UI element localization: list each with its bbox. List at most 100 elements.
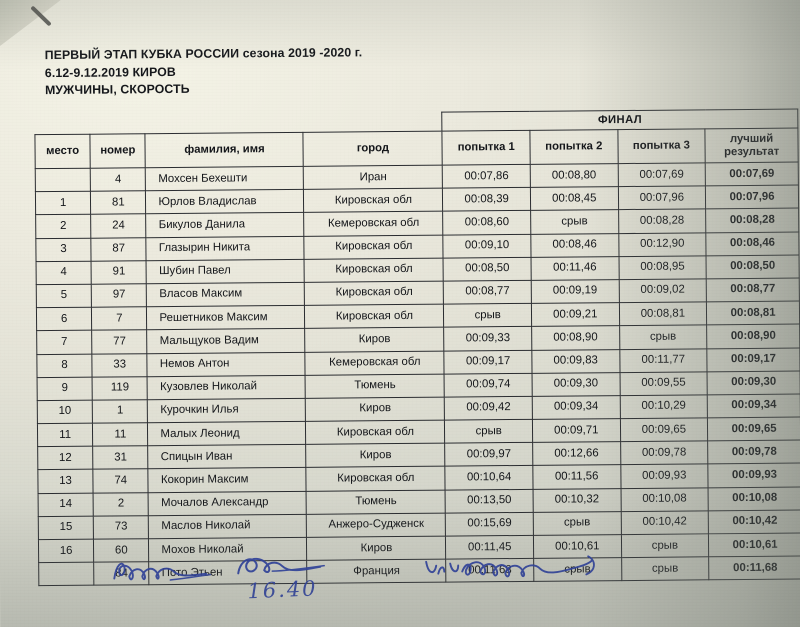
cell-place: 16 (38, 539, 94, 563)
cell-name: Решетников Максим (146, 305, 306, 331)
cell-number: 81 (90, 190, 147, 215)
cell-place: 1 (35, 191, 91, 216)
cell-best-result: 00:09,17 (706, 347, 800, 372)
cell-name: Юрлов Владислав (145, 189, 305, 215)
cell-city: Тюмень (305, 373, 445, 399)
cell-name: Маслов Николай (148, 514, 307, 539)
cell-number: 11 (92, 422, 149, 447)
cell-number: 77 (91, 330, 148, 354)
cell-city: Кировская обл (304, 234, 444, 260)
title-line-3: МУЖЧИНЫ, СКОРОСТЬ (44, 81, 190, 98)
cell-attempt-1: 00:09,97 (445, 442, 533, 467)
cell-place: 15 (38, 515, 94, 540)
cell-number: 74 (93, 469, 149, 493)
cell-attempt-3: 00:10,42 (620, 510, 709, 535)
table-head: ФИНАЛ место номер фамилия, имя город поп… (34, 109, 799, 169)
cell-attempt-2: 00:09,83 (531, 349, 620, 374)
spacer-number (90, 115, 145, 134)
cell-attempt-2: срыв (533, 511, 622, 536)
cell-attempt-1: 00:08,77 (443, 280, 532, 305)
cell-attempt-2: срыв (530, 209, 619, 234)
cell-attempt-3: 00:11,77 (619, 348, 708, 373)
cell-number: 91 (91, 260, 147, 285)
cell-best-result: 00:11,68 (708, 556, 800, 581)
column-header-number: номер (90, 133, 146, 169)
cell-attempt-3: 00:09,55 (619, 371, 708, 396)
cell-best-result: 00:09,78 (707, 440, 800, 465)
cell-attempt-3: 00:10,29 (619, 394, 708, 419)
cell-attempt-2: 00:11,56 (532, 465, 621, 489)
cell-number: 87 (90, 237, 147, 261)
cell-attempt-1: 00:08,39 (442, 187, 531, 212)
cell-place: 10 (37, 400, 93, 424)
cell-attempt-1: 00:09,10 (443, 233, 531, 258)
cell-best-result: 00:08,50 (706, 254, 800, 279)
column-header-best-result: лучший результат (705, 128, 799, 163)
cell-best-result: 00:10,42 (708, 509, 800, 534)
cell-name: Власов Максим (146, 282, 305, 307)
cell-attempt-1: 00:09,42 (444, 396, 533, 421)
cell-number: 4 (90, 167, 146, 192)
cell-attempt-3: 00:07,69 (617, 162, 706, 187)
signature-left-icon (113, 562, 212, 581)
signature-right (422, 550, 612, 586)
cell-name: Спицын Иван (148, 444, 307, 470)
cell-attempt-1: 00:08,50 (443, 257, 532, 282)
cell-city: Кировская обл (304, 281, 444, 306)
cell-attempt-1: 00:09,17 (444, 349, 532, 374)
cell-place (38, 562, 95, 587)
cell-city: Кировская обл (304, 257, 444, 283)
cell-attempt-3: 00:09,65 (619, 417, 708, 442)
column-header-attempt-2: попытка 2 (529, 129, 618, 165)
cell-name: Курочкин Илья (147, 398, 306, 423)
cell-city: Кировская обл (306, 466, 446, 491)
cell-attempt-3: срыв (619, 325, 707, 350)
cell-number: 24 (90, 214, 147, 238)
handwritten-time: 16.40 (246, 576, 319, 604)
cell-best-result: 00:09,93 (707, 463, 800, 488)
cell-number: 1 (92, 399, 148, 424)
cell-city: Кировская обл (304, 304, 444, 329)
cell-place: 12 (37, 446, 94, 471)
column-header-attempt-3: попытка 3 (617, 128, 706, 164)
cell-place: 11 (37, 423, 93, 447)
cell-attempt-2: 00:11,46 (530, 256, 619, 281)
cell-number: 31 (92, 445, 149, 470)
cell-city: Киров (305, 327, 445, 352)
cell-attempt-3: 00:08,81 (618, 301, 707, 326)
signature-middle-icon (237, 557, 325, 575)
cell-place: 9 (37, 376, 93, 401)
results-table: ФИНАЛ место номер фамилия, имя город поп… (34, 109, 800, 587)
cell-name: Малых Леонид (147, 421, 307, 446)
cell-name: Кокорин Максим (148, 467, 307, 493)
cell-name: Глазырин Никита (146, 235, 305, 261)
cell-name: Мальщуков Вадим (147, 328, 306, 354)
cell-attempt-3: 00:09,93 (620, 464, 709, 489)
cell-attempt-1: 00:15,69 (445, 512, 534, 537)
spacer-city (303, 112, 442, 132)
cell-place: 7 (36, 330, 92, 355)
cell-attempt-2: 00:09,21 (531, 302, 620, 327)
cell-number: 2 (93, 492, 149, 516)
cell-attempt-2: 00:09,19 (531, 279, 619, 304)
cell-attempt-2: 00:10,32 (533, 488, 621, 513)
cell-attempt-1: 00:08,60 (442, 210, 531, 235)
cell-attempt-2: 00:08,80 (530, 163, 618, 188)
cell-city: Иран (303, 165, 443, 190)
cell-number: 97 (91, 283, 147, 308)
cell-attempt-2: 00:08,46 (530, 233, 619, 258)
cell-attempt-2: 00:09,34 (532, 395, 620, 420)
cell-best-result: 00:08,90 (706, 324, 800, 349)
cell-best-result: 00:09,34 (707, 393, 800, 418)
cell-attempt-2: 00:09,30 (531, 372, 620, 397)
cell-best-result: 00:10,08 (708, 486, 800, 511)
table-body: 4 Мохсен Бехешти Иран 00:07,86 00:08,80 00:07… (35, 162, 800, 587)
cell-attempt-3: 00:08,95 (618, 255, 707, 280)
cell-name: Мочалов Александр (148, 490, 307, 516)
cell-attempt-3: срыв (621, 557, 709, 581)
cell-attempt-1: 00:07,86 (442, 164, 531, 189)
cell-best-result: 00:08,77 (706, 277, 800, 302)
cell-attempt-1: 00:09,74 (444, 373, 533, 397)
cell-attempt-2: 00:08,90 (531, 325, 620, 350)
